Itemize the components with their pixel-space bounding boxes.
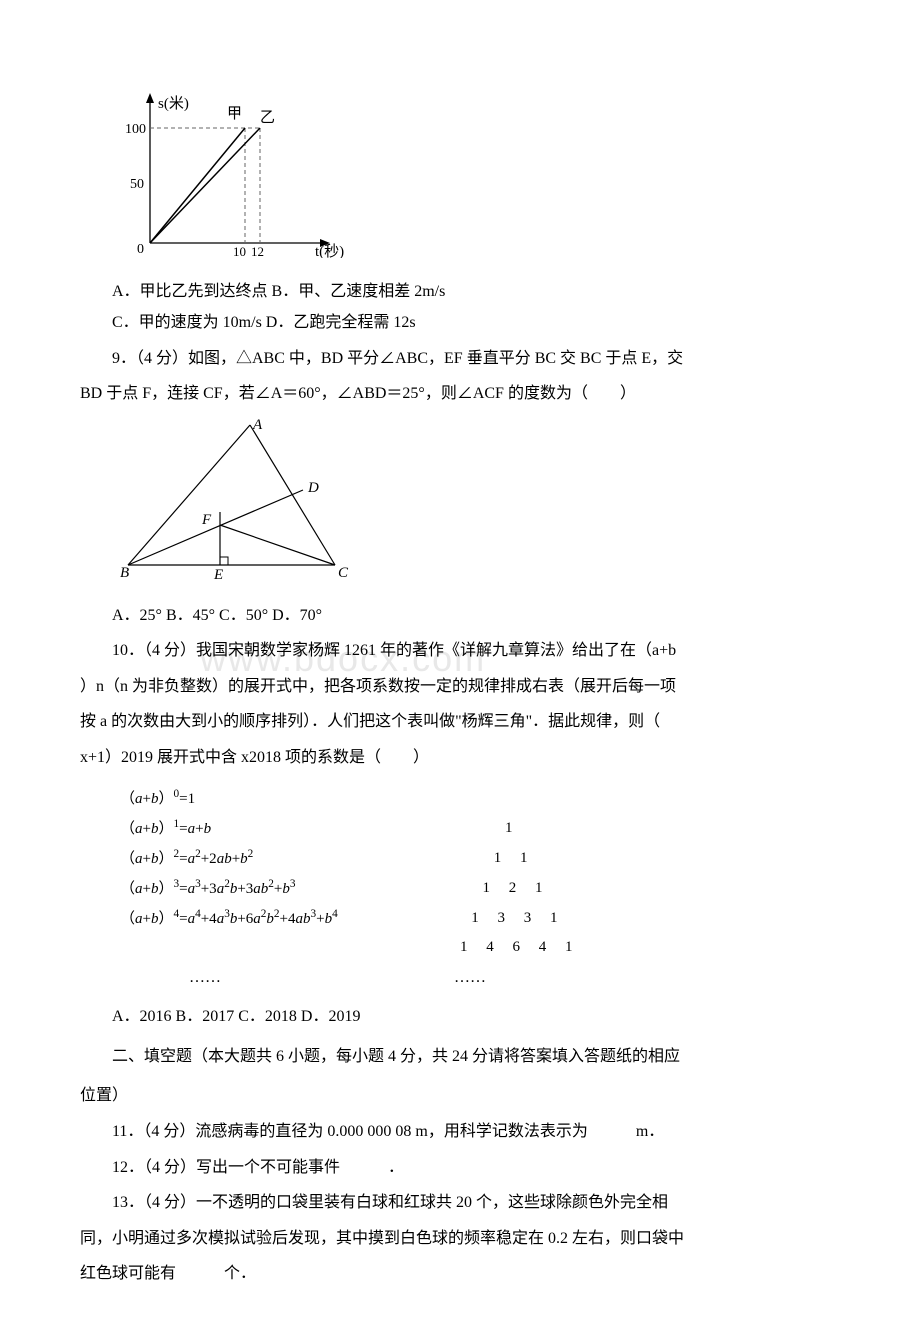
q9-stem-line2: BD 于点 F，连接 CF，若∠A＝60°，∠ABD＝25°，则∠ACF 的度数… <box>80 381 840 407</box>
section2-title-line1: 二、填空题（本大题共 6 小题，每小题 4 分，共 24 分请将答案填入答题纸的… <box>80 1044 840 1070</box>
q12-text: 12．（4 分）写出一个不可能事件 ． <box>80 1155 840 1181</box>
dots-right: …… <box>290 965 650 991</box>
svg-text:A: A <box>252 417 263 433</box>
exp-left-2: （a+b）2=a2+2ab+b2 <box>120 845 460 871</box>
dots-left: …… <box>120 965 290 991</box>
q10-options: A．2016 B．2017 C．2018 D．2019 <box>80 1004 840 1030</box>
svg-text:D: D <box>307 480 319 496</box>
svg-text:甲: 甲 <box>227 106 242 122</box>
exp-left-1: （a+b）1=a+b <box>120 815 460 841</box>
q13-line2: 同，小明通过多次模拟试验后发现，其中摸到白色球的频率稳定在 0.2 左右，则口袋… <box>80 1226 840 1252</box>
svg-text:乙: 乙 <box>260 110 275 126</box>
q13-line3: 红色球可能有 个． <box>80 1261 840 1287</box>
exp-left-3: （a+b）3=a3+3a2b+3ab2+b3 <box>120 875 460 901</box>
exp-left-4: （a+b）4=a4+4a3b+6a2b2+4ab3+b4 <box>120 905 460 931</box>
q10-stem-line4: x+1）2019 展开式中含 x2018 项的系数是（ ） <box>80 745 840 771</box>
svg-text:10: 10 <box>233 244 246 258</box>
pascal-triangle-block: （a+b）0=1 （a+b）1=a+b 1 （a+b）2=a2+2ab+b2 1… <box>120 785 840 991</box>
q10-stem-line2: ）n（n 为非负整数）的展开式中，把各项系数按一定的规律排成右表（展开后每一项 <box>80 674 840 700</box>
q8-options-line2: C．甲的速度为 10m/s D．乙跑完全程需 12s <box>80 310 840 336</box>
svg-text:C: C <box>338 565 349 581</box>
section2-title-line2: 位置） <box>80 1083 840 1109</box>
q10-stem-line3: 按 a 的次数由大到小的顺序排列）．人们把这个表叫做"杨辉三角"．据此规律，则（ <box>80 709 840 735</box>
exp-right-5: 1 4 6 4 1 <box>460 935 573 959</box>
q9-stem-line1: 9．（4 分）如图，△ABC 中，BD 平分∠ABC，EF 垂直平分 BC 交 … <box>80 346 840 372</box>
q10-stem-line1: 10．（4 分）我国宋朝数学家杨辉 1261 年的著作《详解九章算法》给出了在（… <box>80 638 840 664</box>
svg-text:E: E <box>213 567 223 582</box>
svg-text:s(米): s(米) <box>158 95 189 112</box>
q8-options-line1: A．甲比乙先到达终点 B．甲、乙速度相差 2m/s <box>80 279 840 305</box>
geometry-svg: A B C D E F <box>120 417 360 582</box>
exp-right-1: 1 <box>460 816 513 840</box>
svg-text:0: 0 <box>137 242 144 257</box>
svg-text:50: 50 <box>130 177 144 192</box>
line-chart-svg: 100 50 0 s(米) t(秒) 甲 乙 10 12 <box>120 88 350 258</box>
svg-text:12: 12 <box>251 244 264 258</box>
svg-text:100: 100 <box>125 122 146 137</box>
svg-text:B: B <box>120 565 129 581</box>
q9-figure: A B C D E F <box>120 417 840 591</box>
svg-text:t(秒): t(秒) <box>315 243 344 258</box>
svg-text:F: F <box>201 512 212 528</box>
q11-text: 11．（4 分）流感病毒的直径为 0.000 000 08 m，用科学记数法表示… <box>80 1119 840 1145</box>
exp-left-0: （a+b）0=1 <box>120 785 460 811</box>
q9-options: A．25° B．45° C．50° D．70° <box>80 603 840 629</box>
exp-right-4: 1 3 3 1 <box>460 906 558 930</box>
q13-line1: 13．（4 分）一不透明的口袋里装有白球和红球共 20 个，这些球除颜色外完全相 <box>80 1190 840 1216</box>
exp-right-3: 1 2 1 <box>460 876 543 900</box>
q8-figure: 100 50 0 s(米) t(秒) 甲 乙 10 12 <box>120 88 840 267</box>
exp-right-2: 1 1 <box>460 846 528 870</box>
